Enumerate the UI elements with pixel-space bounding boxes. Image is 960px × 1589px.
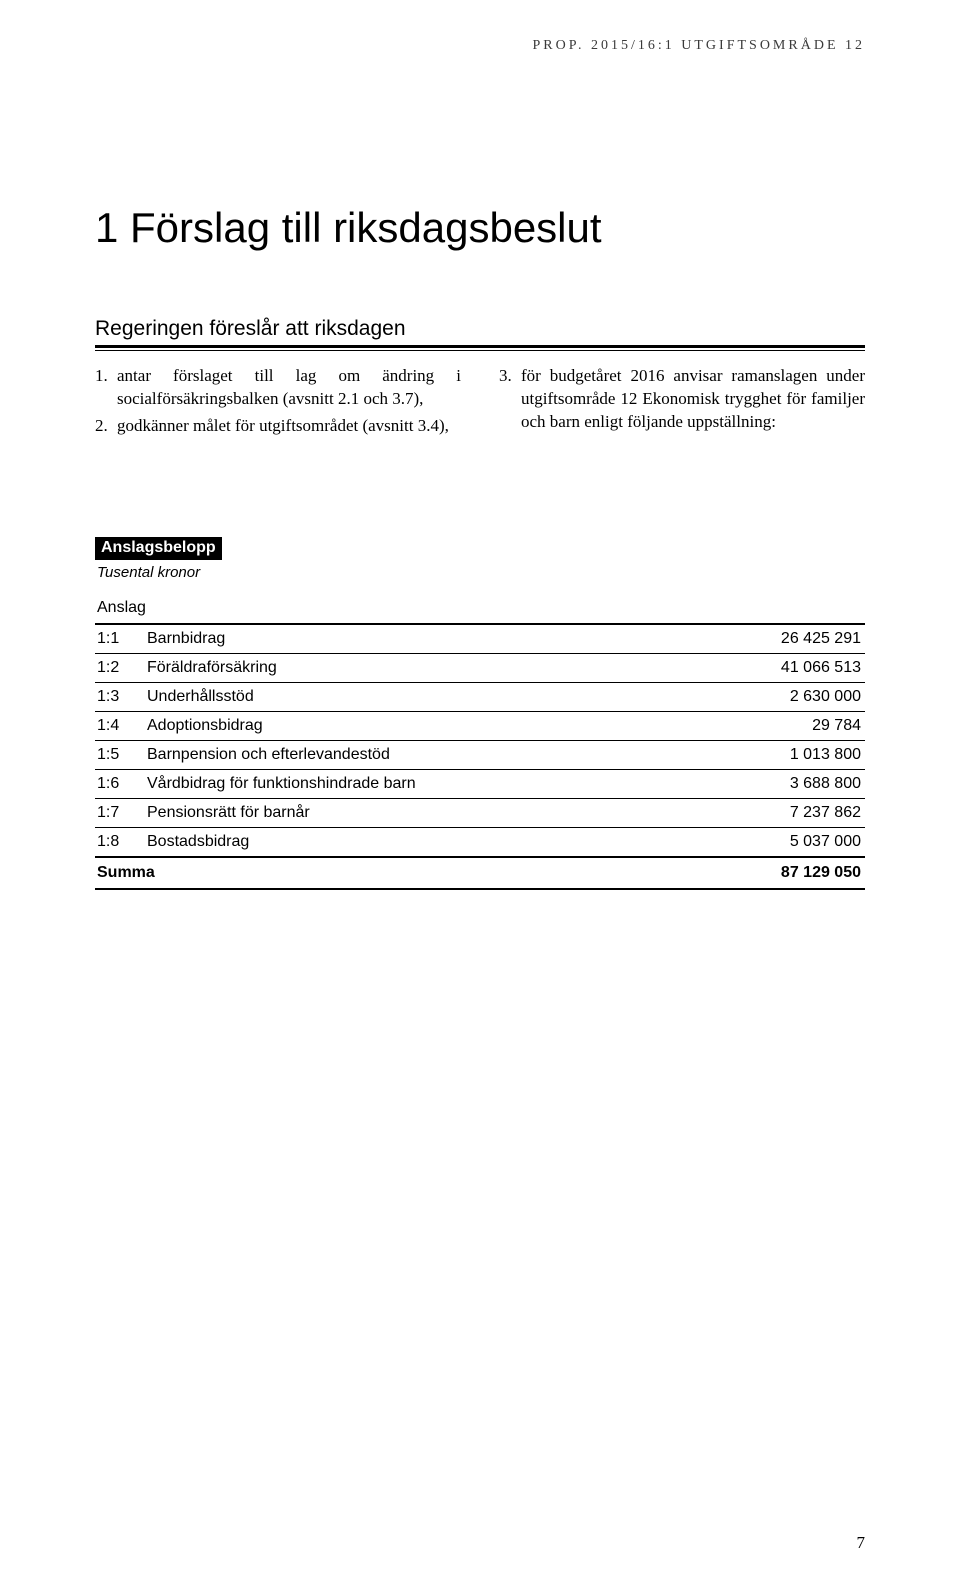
page-number: 7: [857, 1533, 866, 1553]
row-amount: 29 784: [699, 711, 865, 740]
table-col-header: Anslag: [95, 599, 699, 624]
running-head: PROP. 2015/16:1 UTGIFTSOMRÅDE 12: [95, 38, 865, 54]
row-label: Pensionsrätt för barnår: [145, 798, 699, 827]
row-label: Vårdbidrag för funktionshindrade barn: [145, 769, 699, 798]
row-label: Barnpension och efterlevandestöd: [145, 740, 699, 769]
table-row: 1:6Vårdbidrag för funktionshindrade barn…: [95, 769, 865, 798]
row-amount: 5 037 000: [699, 827, 865, 857]
section-title: Regeringen föreslår att riksdagen: [95, 317, 865, 341]
row-code: 1:6: [95, 769, 145, 798]
list-item: 3.för budgetåret 2016 anvisar ramanslage…: [499, 365, 865, 434]
right-column: 3.för budgetåret 2016 anvisar ramanslage…: [499, 365, 865, 442]
list-item: 2.godkänner målet för utgiftsområdet (av…: [95, 415, 461, 438]
row-code: 1:5: [95, 740, 145, 769]
table-row: 1:8Bostadsbidrag5 037 000: [95, 827, 865, 857]
row-label: Föräldraförsäkring: [145, 653, 699, 682]
list-item-number: 2.: [95, 415, 117, 438]
row-amount: 3 688 800: [699, 769, 865, 798]
list-item-text: godkänner målet för utgiftsområdet (avsn…: [117, 415, 461, 438]
list-item-number: 1.: [95, 365, 117, 411]
row-code: 1:2: [95, 653, 145, 682]
row-code: 1:4: [95, 711, 145, 740]
table-row: 1:7Pensionsrätt för barnår7 237 862: [95, 798, 865, 827]
table-sum-row: Summa87 129 050: [95, 857, 865, 889]
row-label: Barnbidrag: [145, 624, 699, 654]
table-row: 1:3Underhållsstöd2 630 000: [95, 682, 865, 711]
sum-amount: 87 129 050: [699, 857, 865, 889]
sum-label: Summa: [95, 857, 699, 889]
row-code: 1:1: [95, 624, 145, 654]
row-amount: 41 066 513: [699, 653, 865, 682]
chapter-title: 1 Förslag till riksdagsbeslut: [95, 204, 865, 252]
row-code: 1:8: [95, 827, 145, 857]
row-code: 1:3: [95, 682, 145, 711]
row-label: Underhållsstöd: [145, 682, 699, 711]
list-item: 1.antar förslaget till lag om ändring i …: [95, 365, 461, 411]
anslag-table: Anslag 1:1Barnbidrag26 425 2911:2Föräldr…: [95, 599, 865, 890]
table-row: 1:4Adoptionsbidrag29 784: [95, 711, 865, 740]
left-list: 1.antar förslaget till lag om ändring i …: [95, 365, 461, 438]
double-rule: [95, 345, 865, 351]
row-amount: 7 237 862: [699, 798, 865, 827]
table-head-bar: Anslagsbelopp: [95, 537, 222, 560]
table-row: 1:2Föräldraförsäkring41 066 513: [95, 653, 865, 682]
row-amount: 26 425 291: [699, 624, 865, 654]
left-column: 1.antar förslaget till lag om ändring i …: [95, 365, 461, 442]
row-amount: 1 013 800: [699, 740, 865, 769]
proposal-columns: 1.antar förslaget till lag om ändring i …: [95, 365, 865, 442]
row-label: Bostadsbidrag: [145, 827, 699, 857]
row-amount: 2 630 000: [699, 682, 865, 711]
list-item-number: 3.: [499, 365, 521, 434]
table-subhead: Tusental kronor: [97, 564, 865, 581]
table-row: 1:1Barnbidrag26 425 291: [95, 624, 865, 654]
row-label: Adoptionsbidrag: [145, 711, 699, 740]
right-list: 3.för budgetåret 2016 anvisar ramanslage…: [499, 365, 865, 434]
list-item-text: antar förslaget till lag om ändring i so…: [117, 365, 461, 411]
table-row: 1:5Barnpension och efterlevandestöd1 013…: [95, 740, 865, 769]
anslag-table-block: Anslagsbelopp Tusental kronor Anslag 1:1…: [95, 537, 865, 890]
table-col-header-empty: [699, 599, 865, 624]
row-code: 1:7: [95, 798, 145, 827]
list-item-text: för budgetåret 2016 anvisar ramanslagen …: [521, 365, 865, 434]
